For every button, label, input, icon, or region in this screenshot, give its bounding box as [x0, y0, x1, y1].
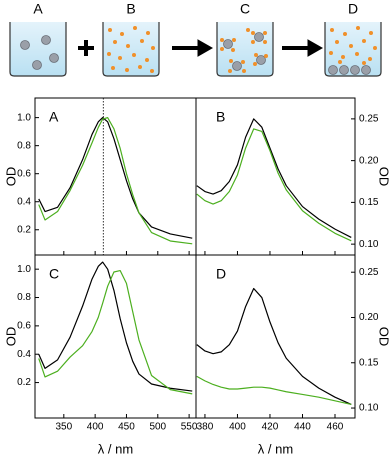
y-tick-label: 0.2 [17, 377, 31, 388]
x-tick-label: 550 [181, 422, 198, 433]
x-tick-label: 350 [55, 422, 72, 433]
beaker-label: C [240, 1, 250, 17]
operators [78, 39, 324, 57]
x-tick-label: 460 [327, 422, 344, 433]
y-tick-label: 0.20 [359, 155, 379, 166]
spectrum-line [38, 261, 193, 392]
y-tick-label: 0.10 [359, 239, 379, 250]
x-axis-label: λ / nm [98, 441, 133, 456]
y-axis-label: OD [377, 167, 392, 187]
spectrum-line [196, 118, 352, 238]
dots [107, 26, 377, 73]
x-axis-label: λ / nm [258, 441, 293, 456]
y-tick-label: 1.0 [17, 112, 31, 123]
y-tick-label: 0.25 [359, 267, 379, 278]
y-tick-label: 0.15 [359, 197, 379, 208]
y-axis-label: OD [377, 327, 392, 347]
y-tick-label: 0.6 [17, 168, 31, 179]
x-tick-label: 450 [118, 422, 135, 433]
panel-frame [34, 254, 197, 419]
beaker-label: B [126, 1, 135, 17]
y-tick-label: 0.25 [359, 114, 379, 125]
spectrum-line [38, 117, 193, 245]
beaker-label: A [33, 1, 43, 17]
x-tick-label: 400 [87, 422, 104, 433]
panel-label: D [216, 266, 226, 282]
x-tick-label: 420 [262, 422, 279, 433]
y-tick-label: 0.4 [17, 196, 31, 207]
panel-frame [195, 254, 356, 419]
particles [20, 32, 371, 75]
plots: 0.20.40.60.81.0 AOD0.100.150.200.25BOD0.2… [3, 97, 392, 456]
beaker-label: D [348, 1, 358, 17]
x-tick-label: 380 [197, 422, 214, 433]
panel-label: A [49, 109, 59, 125]
y-tick-label: 0.20 [359, 312, 379, 323]
panel-label: B [216, 109, 225, 125]
y-tick-label: 0.15 [359, 357, 379, 368]
y-axis-label: OD [3, 327, 18, 347]
y-axis-label: OD [3, 167, 18, 187]
y-tick-label: 1.0 [17, 264, 31, 275]
y-tick-label: 0.8 [17, 140, 31, 151]
panel-label: C [49, 266, 59, 282]
spectrum-line [196, 128, 352, 242]
schematic: A B C D [9, 1, 382, 77]
spectrum-line [38, 117, 193, 239]
x-tick-label: 440 [294, 422, 311, 433]
y-tick-label: 0.4 [17, 349, 31, 360]
y-tick-label: 0.8 [17, 292, 31, 303]
x-tick-label: 400 [229, 422, 246, 433]
spectrum-line [38, 269, 193, 395]
y-tick-label: 0.6 [17, 321, 31, 332]
spectrum-line [196, 287, 352, 405]
y-tick-label: 0.2 [17, 224, 31, 235]
x-tick-label: 500 [149, 422, 166, 433]
spectrum-line [196, 375, 352, 406]
y-tick-label: 0.10 [359, 403, 379, 414]
panel-frame [34, 97, 197, 256]
